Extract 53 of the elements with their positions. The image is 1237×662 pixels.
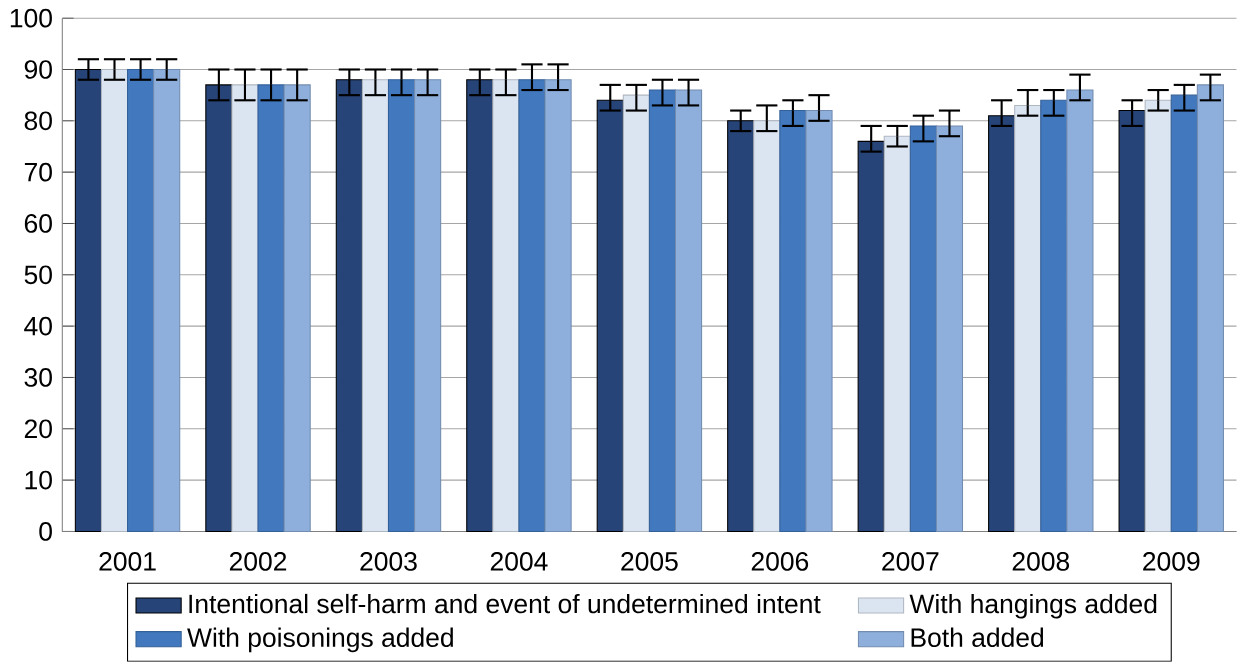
- bar: [779, 110, 807, 533]
- y-tick-label: 60: [24, 214, 52, 233]
- bar: [1196, 84, 1224, 533]
- x-tick-label: 2005: [621, 552, 678, 571]
- bar: [387, 79, 416, 533]
- bar: [648, 89, 677, 533]
- y-tick-label: 30: [24, 368, 52, 387]
- bar: [100, 69, 129, 533]
- bar: [153, 69, 181, 533]
- bar: [231, 84, 259, 533]
- y-tick-label: 90: [24, 60, 52, 79]
- x-tick-label: 2003: [360, 552, 417, 571]
- legend-label: Intentional self-harm and event of undetermined intent: [189, 593, 821, 614]
- x-tick-label: 2004: [490, 552, 548, 571]
- x-tick-label: 2006: [751, 552, 809, 571]
- x-tick-label: 2009: [1143, 552, 1200, 571]
- bar: [622, 94, 650, 533]
- bar: [883, 135, 911, 533]
- bar: [414, 79, 442, 533]
- y-tick-label: 70: [24, 162, 52, 182]
- bar: [857, 140, 885, 533]
- y-tick-label: 20: [24, 419, 52, 439]
- x-tick-label: 2008: [1012, 552, 1070, 571]
- y-tick-label: 50: [24, 265, 52, 285]
- bar: [909, 125, 937, 533]
- y-tick-label: 10: [25, 470, 52, 490]
- legend-label: With hangings added: [909, 593, 1157, 619]
- x-tick-label: 2001: [99, 552, 156, 571]
- bar: [674, 89, 703, 533]
- legend-label: With poisonings added: [187, 627, 453, 653]
- bar: [935, 125, 964, 533]
- bar: [492, 79, 520, 533]
- bar: [1040, 99, 1068, 533]
- bar: [544, 79, 572, 533]
- bar: [1170, 94, 1198, 533]
- bar: [805, 110, 833, 533]
- x-tick-label: 2002: [229, 552, 287, 571]
- bar: [127, 69, 155, 533]
- bar: [1144, 99, 1172, 533]
- y-tick-label: 40: [24, 316, 52, 336]
- bar: [1066, 89, 1094, 533]
- y-tick-label: 100: [10, 8, 52, 28]
- y-tick-label: 0: [39, 522, 52, 541]
- bar: [257, 84, 285, 533]
- x-tick-label: 2007: [882, 552, 939, 571]
- bar: [1014, 104, 1042, 533]
- y-tick-label: 80: [24, 111, 52, 131]
- bar: [361, 79, 389, 533]
- bar: [283, 84, 311, 533]
- bar: [518, 79, 546, 533]
- legend-label: Both added: [911, 627, 1044, 648]
- bar: [753, 120, 781, 533]
- bar: [596, 99, 624, 533]
